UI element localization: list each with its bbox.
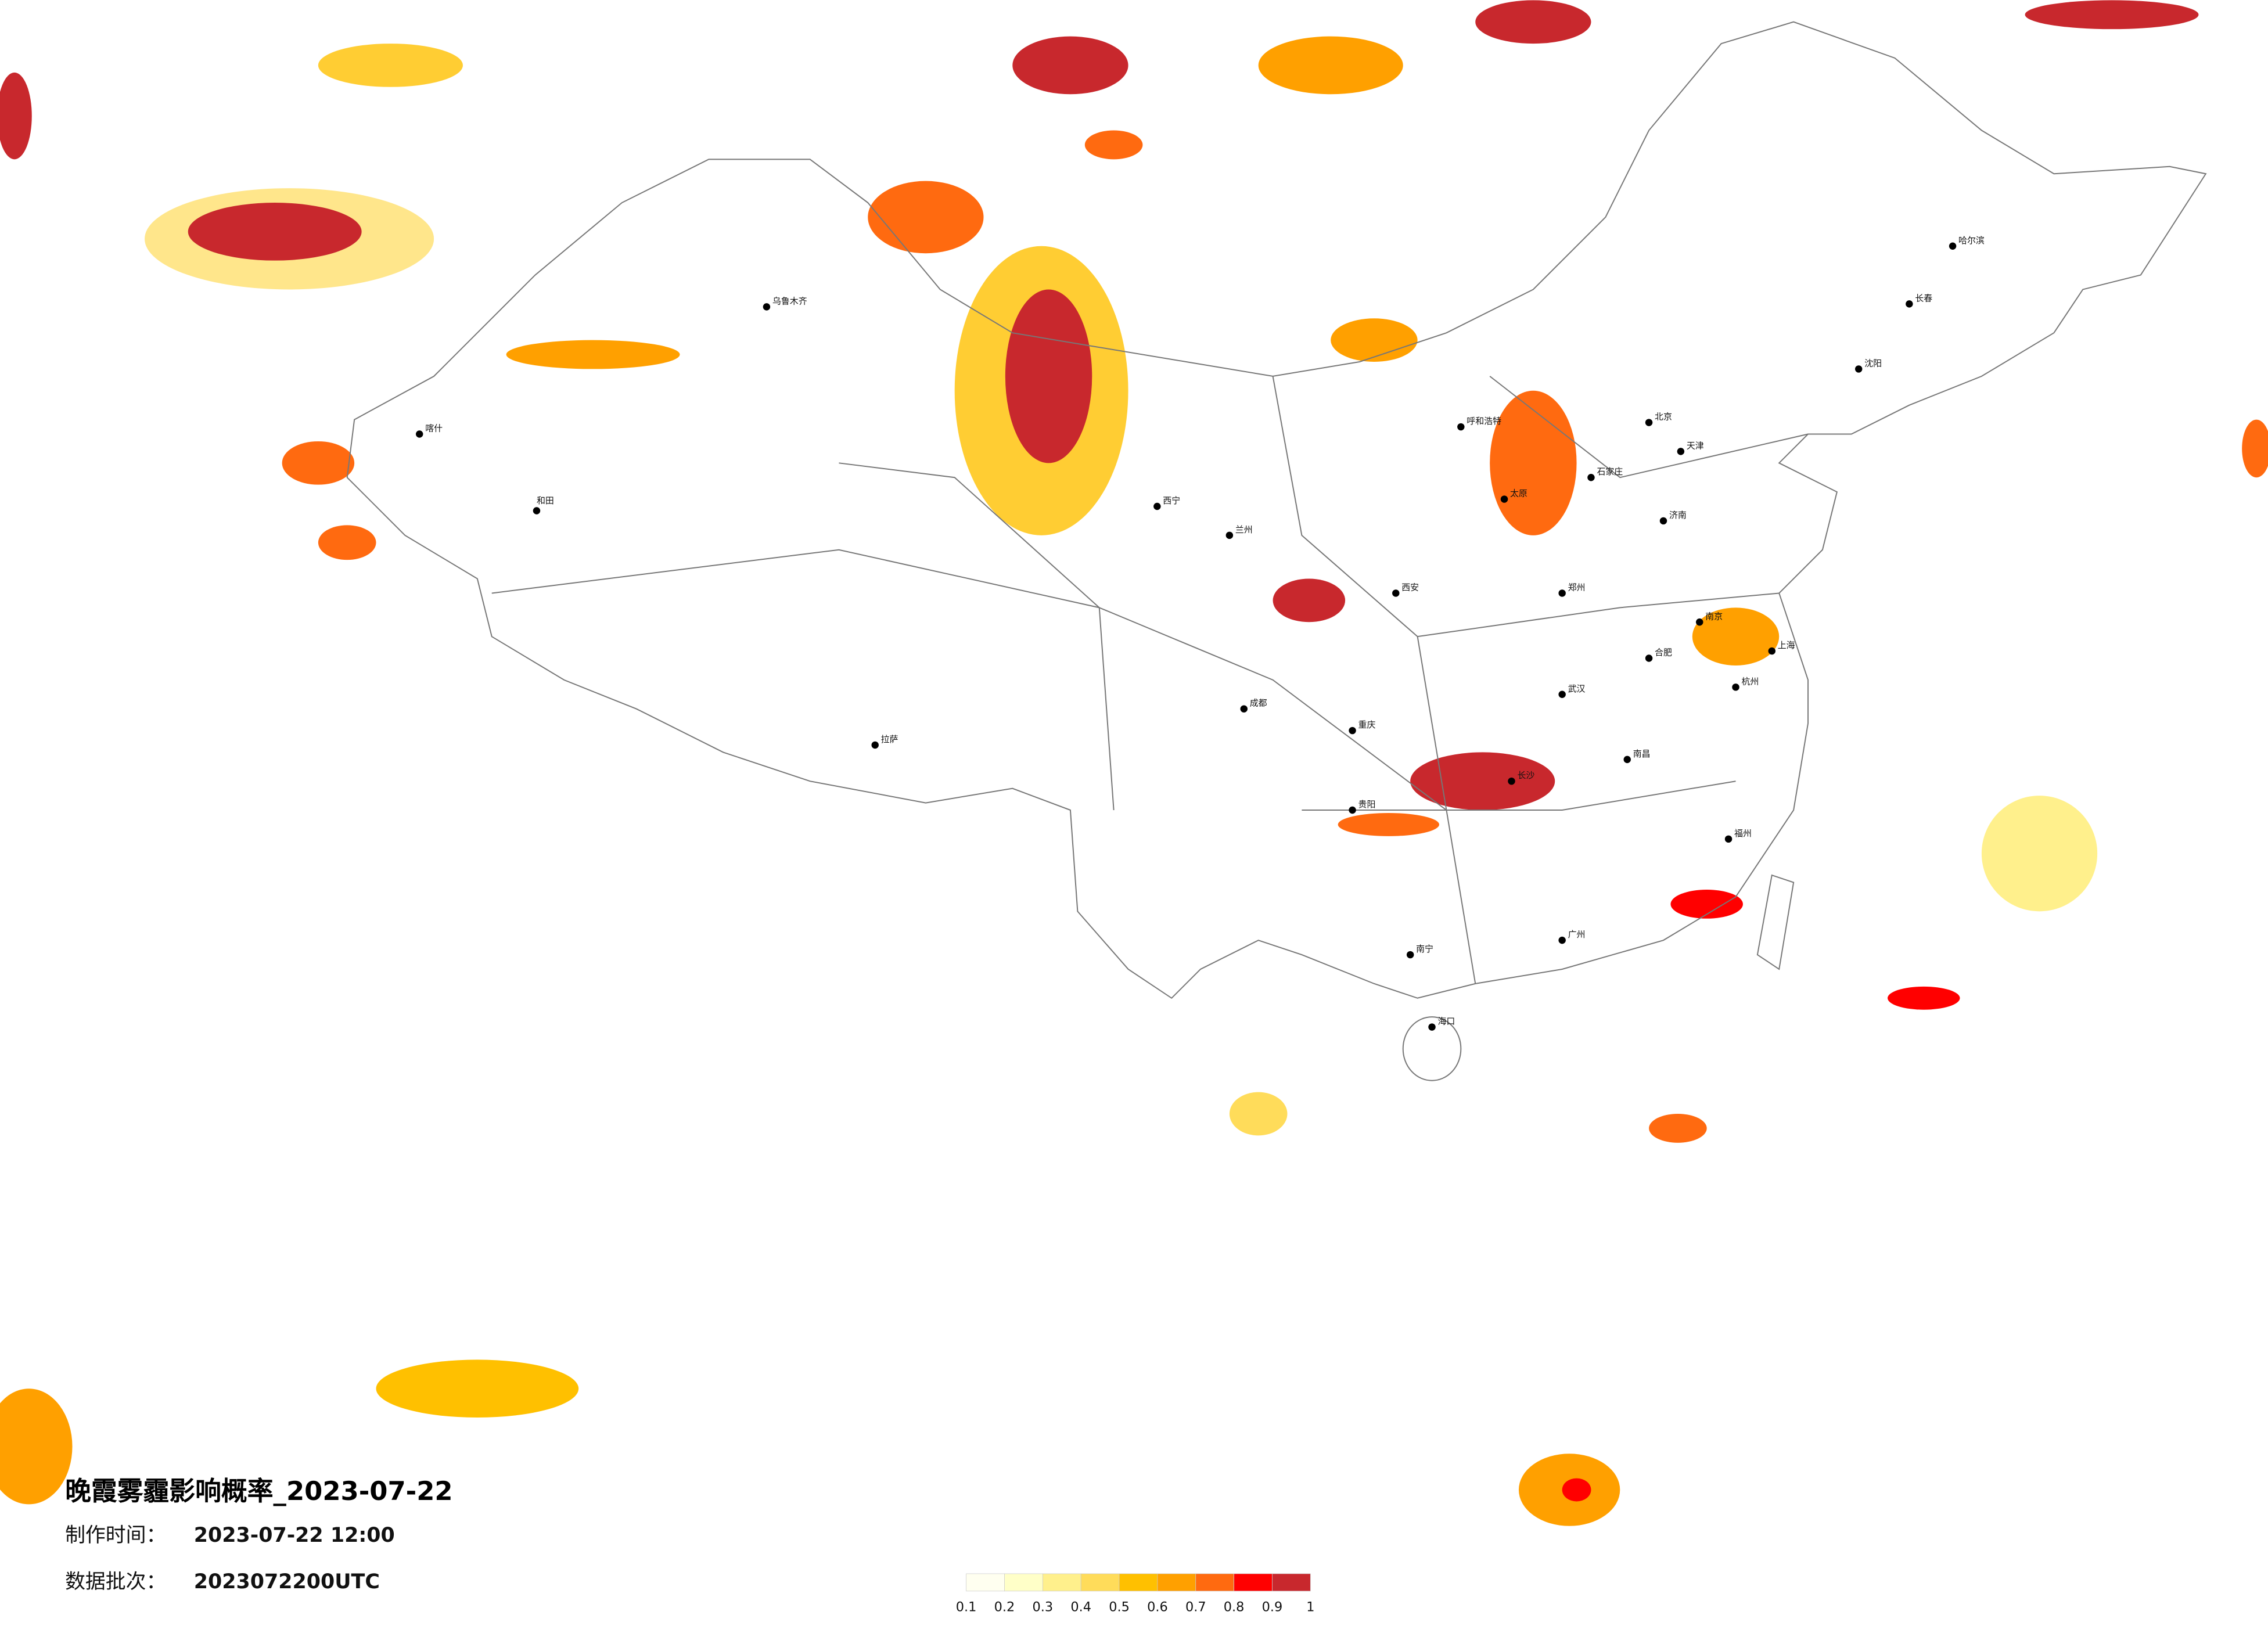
legend-tick-label: 0.1 (956, 1600, 977, 1615)
city-label: 武汉 (1568, 684, 1586, 694)
city-dot (1500, 495, 1508, 503)
city-label: 南宁 (1416, 944, 1433, 954)
city-label: 海口 (1437, 1016, 1455, 1027)
city-label: 太原 (1510, 488, 1527, 499)
info: 晚霞雾霾影响概率_2023-07-22 制作时间： 2023-07-22 12:… (65, 1476, 453, 1593)
legend-swatch (1272, 1573, 1311, 1592)
borders (346, 21, 2207, 1081)
city-label: 长沙 (1517, 770, 1534, 780)
made-time-label: 制作时间： (65, 1524, 166, 1547)
city-label: 广州 (1568, 929, 1586, 940)
city-label: 拉萨 (881, 734, 898, 744)
legend-swatch (1004, 1573, 1043, 1592)
city-dot (1558, 690, 1566, 699)
haze-overlay (0, 0, 2268, 1526)
city-label: 上海 (1778, 640, 1795, 650)
city-dot (1225, 531, 1234, 539)
city-dot (533, 507, 541, 515)
legend-tick-label: 0.9 (1262, 1600, 1283, 1615)
legend-swatch (1157, 1573, 1196, 1592)
city-label: 石家庄 (1597, 466, 1623, 477)
city-dot (1392, 589, 1400, 597)
legend-tick-label: 0.3 (1033, 1600, 1054, 1615)
city-dot (1768, 647, 1776, 655)
city-dot (763, 303, 771, 311)
city-label: 西安 (1401, 582, 1419, 592)
city-dot (1854, 365, 1863, 373)
city-label: 北京 (1655, 412, 1672, 422)
city-label: 呼和浩特 (1467, 416, 1501, 426)
legend-tick-label: 0.5 (1109, 1600, 1130, 1615)
batch-label: 数据批次： (65, 1570, 166, 1593)
city-dot (1428, 1023, 1436, 1031)
legend-swatch (1119, 1573, 1158, 1592)
city-dot (1349, 726, 1356, 735)
legend-swatch (1234, 1573, 1273, 1592)
legend-tick-label: 1 (1306, 1600, 1314, 1615)
city-dot (1457, 423, 1465, 431)
city-label: 哈尔滨 (1958, 235, 1985, 246)
legend: 0.1 0.2 0.3 0.4 0.5 0.6 0.7 0.8 0.9 1 (956, 1573, 1314, 1615)
city-label: 乌鲁木齐 (772, 296, 807, 306)
city-dot (1349, 806, 1356, 814)
city-dot (1949, 242, 1957, 250)
city-dot (1645, 654, 1653, 662)
legend-tick-label: 0.4 (1070, 1600, 1091, 1615)
city-dot (1153, 502, 1161, 510)
city-label: 济南 (1669, 510, 1687, 520)
city-dot (1240, 705, 1248, 713)
title: 晚霞雾霾影响概率_2023-07-22 (65, 1476, 453, 1506)
city-dot (1696, 618, 1703, 626)
legend-tick-label: 0.8 (1224, 1600, 1245, 1615)
city-label: 和田 (537, 495, 554, 506)
city-dot (1587, 473, 1595, 481)
legend-swatch (966, 1573, 1005, 1592)
city-label: 沈阳 (1864, 358, 1882, 368)
city-label: 贵阳 (1358, 799, 1376, 810)
batch: 2023072200UTC (194, 1570, 380, 1593)
city-dot (1406, 951, 1414, 959)
city-dot (1659, 517, 1667, 525)
city-dot (1558, 589, 1566, 597)
legend-swatch (1195, 1573, 1234, 1592)
city-label: 兰州 (1235, 524, 1253, 535)
city-label: 天津 (1687, 440, 1704, 451)
city-label: 南京 (1705, 611, 1723, 621)
city-dot (1508, 777, 1515, 785)
city-label: 南昌 (1633, 749, 1651, 759)
city-label: 成都 (1250, 698, 1267, 708)
city-dot (1724, 835, 1733, 843)
city-dot (1645, 419, 1653, 426)
legend-swatch (1080, 1573, 1120, 1592)
city-label: 西宁 (1163, 495, 1180, 506)
city-dot (1623, 756, 1631, 764)
city-label: 喀什 (425, 423, 443, 434)
city-label: 合肥 (1655, 647, 1672, 658)
city-dot (1677, 448, 1685, 455)
legend-tick-label: 0.7 (1185, 1600, 1206, 1615)
city-label: 郑州 (1568, 582, 1586, 592)
legend-tick-label: 0.6 (1147, 1600, 1168, 1615)
city-dot (871, 741, 879, 749)
city-dot (1732, 684, 1739, 691)
city-label: 杭州 (1741, 676, 1759, 686)
city-label: 长春 (1915, 293, 1932, 303)
city-label: 重庆 (1358, 720, 1376, 730)
city-dot (1558, 936, 1566, 944)
made-time: 2023-07-22 12:00 (194, 1524, 395, 1547)
cities: 北京 天津 石家庄 太原 济南 郑州 武汉 长沙 南昌 广州 南宁 贵阳 重庆 … (415, 235, 1985, 1031)
legend-tick-label: 0.2 (994, 1600, 1015, 1615)
legend-swatch (1042, 1573, 1081, 1592)
city-dot (415, 430, 423, 438)
city-label: 福州 (1734, 828, 1752, 839)
city-dot (1906, 300, 1913, 308)
